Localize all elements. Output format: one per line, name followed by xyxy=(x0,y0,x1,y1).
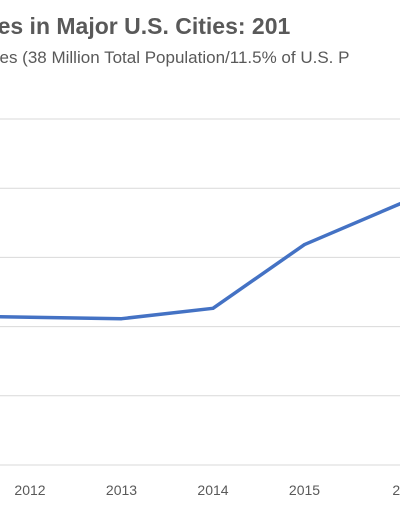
data-point xyxy=(28,315,32,319)
data-point xyxy=(120,317,123,321)
series-line xyxy=(0,201,400,321)
x-tick-label: 2015 xyxy=(289,482,320,498)
chart-subtitle: ties (38 Million Total Population/11.5% … xyxy=(0,48,350,67)
chart-title: e Crimes in Major U.S. Cities: 201 xyxy=(0,13,291,39)
x-tick-label: 201 xyxy=(392,482,400,498)
data-point xyxy=(394,204,398,207)
x-tick-label: 2014 xyxy=(197,482,228,498)
x-tick-label: 2013 xyxy=(106,482,137,498)
data-point xyxy=(303,243,306,247)
x-tick-label: 2012 xyxy=(14,482,45,498)
data-point xyxy=(211,306,215,310)
